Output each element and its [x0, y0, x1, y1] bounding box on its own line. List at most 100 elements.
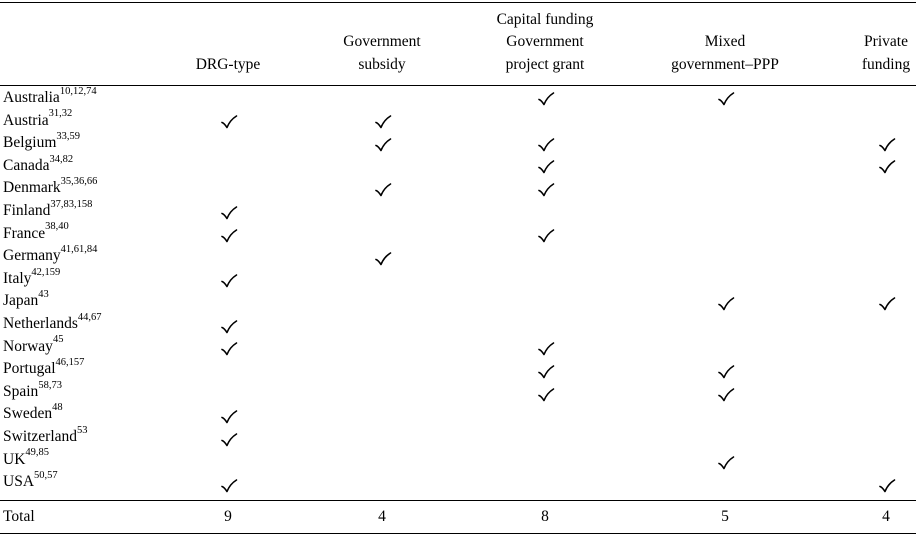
country-name: Portugal — [3, 360, 56, 378]
row-country: Finland37,83,158 — [3, 199, 92, 221]
reference-numbers: 31,32 — [48, 108, 73, 120]
row-country: Spain58,73 — [3, 379, 62, 402]
check-mark-icon — [538, 183, 555, 197]
check-mark-icon — [879, 297, 896, 311]
check-mark-icon — [221, 274, 238, 288]
reference-numbers: 45 — [52, 334, 64, 346]
column-header-subsidy: Government subsidy — [292, 31, 472, 76]
total-value-subsidy: 4 — [378, 508, 386, 525]
reference-numbers: 43 — [38, 289, 49, 301]
reference-numbers: 58,73 — [38, 379, 62, 391]
row-country: Sweden48 — [3, 402, 63, 424]
top-rule — [0, 2, 916, 3]
reference-numbers: 42,159 — [31, 266, 61, 278]
column-header-line: subsidy — [358, 55, 406, 73]
country-name: Canada — [3, 156, 50, 174]
row-country: Canada34,82 — [3, 153, 74, 176]
column-header-line: Government — [343, 33, 421, 50]
check-mark-icon — [538, 388, 555, 402]
row-country: Japan43 — [3, 289, 49, 311]
total-rule — [0, 500, 916, 501]
column-header-line: Private — [864, 33, 908, 50]
check-mark-icon — [221, 229, 238, 243]
check-mark-icon — [879, 138, 896, 152]
country-name: Italy — [3, 269, 32, 287]
reference-numbers: 10,12,74 — [59, 85, 97, 97]
check-mark-icon — [221, 342, 238, 356]
column-header-ppp: Mixed government–PPP — [635, 31, 815, 76]
country-name: Spain — [3, 382, 39, 400]
reference-numbers: 46,157 — [55, 357, 85, 369]
column-header-line: DRG-type — [195, 55, 261, 73]
bottom-rule — [0, 533, 916, 534]
country-name: France — [3, 224, 46, 242]
column-header-line: Government — [506, 33, 584, 50]
check-mark-icon — [879, 479, 896, 493]
reference-numbers: 34,82 — [49, 153, 74, 165]
check-mark-icon — [375, 138, 392, 152]
total-label: Total — [3, 508, 35, 525]
reference-numbers: 49,85 — [25, 447, 50, 459]
column-header-line: funding — [861, 55, 911, 73]
column-header-line: project grant — [505, 55, 585, 73]
reference-numbers: 48 — [52, 402, 63, 414]
column-header-line: Mixed — [704, 33, 746, 50]
reference-numbers: 44,67 — [77, 311, 102, 323]
country-name: Japan — [3, 292, 39, 310]
check-mark-icon — [375, 252, 392, 266]
check-mark-icon — [221, 320, 238, 334]
check-mark-icon — [221, 433, 238, 447]
country-name: Netherlands — [3, 315, 78, 332]
check-mark-icon — [538, 160, 555, 174]
row-country: Belgium33,59 — [3, 131, 81, 153]
check-mark-icon — [221, 479, 238, 493]
row-country: Austria31,32 — [3, 108, 73, 131]
column-header-drg: DRG-type — [138, 54, 318, 77]
reference-numbers: 41,61,84 — [60, 244, 98, 256]
row-country: USA50,57 — [3, 470, 58, 492]
check-mark-icon — [718, 92, 735, 106]
country-name: Australia — [3, 89, 60, 106]
reference-numbers: 38,40 — [45, 221, 69, 233]
country-name: Switzerland — [3, 428, 78, 445]
check-mark-icon — [879, 160, 896, 174]
check-mark-icon — [375, 115, 392, 129]
country-name: Sweden — [3, 405, 53, 423]
check-mark-icon — [538, 229, 555, 243]
total-value-private: 4 — [882, 508, 890, 525]
check-mark-icon — [538, 92, 555, 106]
total-value-ppp: 5 — [721, 508, 729, 525]
check-mark-icon — [718, 456, 735, 470]
country-name: UK — [3, 450, 26, 468]
reference-numbers: 35,36,66 — [60, 176, 98, 188]
column-header-grant: Capital funding Government project grant — [455, 9, 635, 77]
country-name: Norway — [3, 337, 53, 355]
row-country: Denmark35,36,66 — [3, 176, 98, 198]
reference-numbers: 50,57 — [34, 470, 58, 482]
check-mark-icon — [221, 410, 238, 424]
check-mark-icon — [718, 297, 735, 311]
total-value-drg: 9 — [224, 508, 232, 525]
country-name: Belgium — [3, 134, 57, 152]
country-name: Denmark — [3, 179, 61, 197]
row-country: Switzerland53 — [3, 424, 88, 447]
country-name: Finland — [3, 202, 51, 219]
row-country: Portugal46,157 — [3, 357, 85, 379]
total-value-grant: 8 — [541, 508, 549, 525]
check-mark-icon — [718, 388, 735, 402]
row-country: France38,40 — [3, 221, 69, 244]
check-mark-icon — [221, 206, 238, 220]
row-country: Norway45 — [3, 334, 64, 357]
column-header-private: Private funding — [846, 31, 916, 76]
row-country: Australia10,12,74 — [3, 85, 97, 108]
row-country: Netherlands44,67 — [3, 311, 102, 334]
country-name: Germany — [3, 247, 61, 265]
column-header-line: government–PPP — [671, 55, 779, 73]
country-name: USA — [3, 473, 35, 491]
row-country: Germany41,61,84 — [3, 244, 98, 266]
check-mark-icon — [538, 138, 555, 152]
reference-numbers: 53 — [77, 424, 88, 436]
reference-numbers: 33,59 — [56, 131, 81, 143]
row-country: UK49,85 — [3, 447, 50, 470]
header-rule — [0, 85, 916, 86]
